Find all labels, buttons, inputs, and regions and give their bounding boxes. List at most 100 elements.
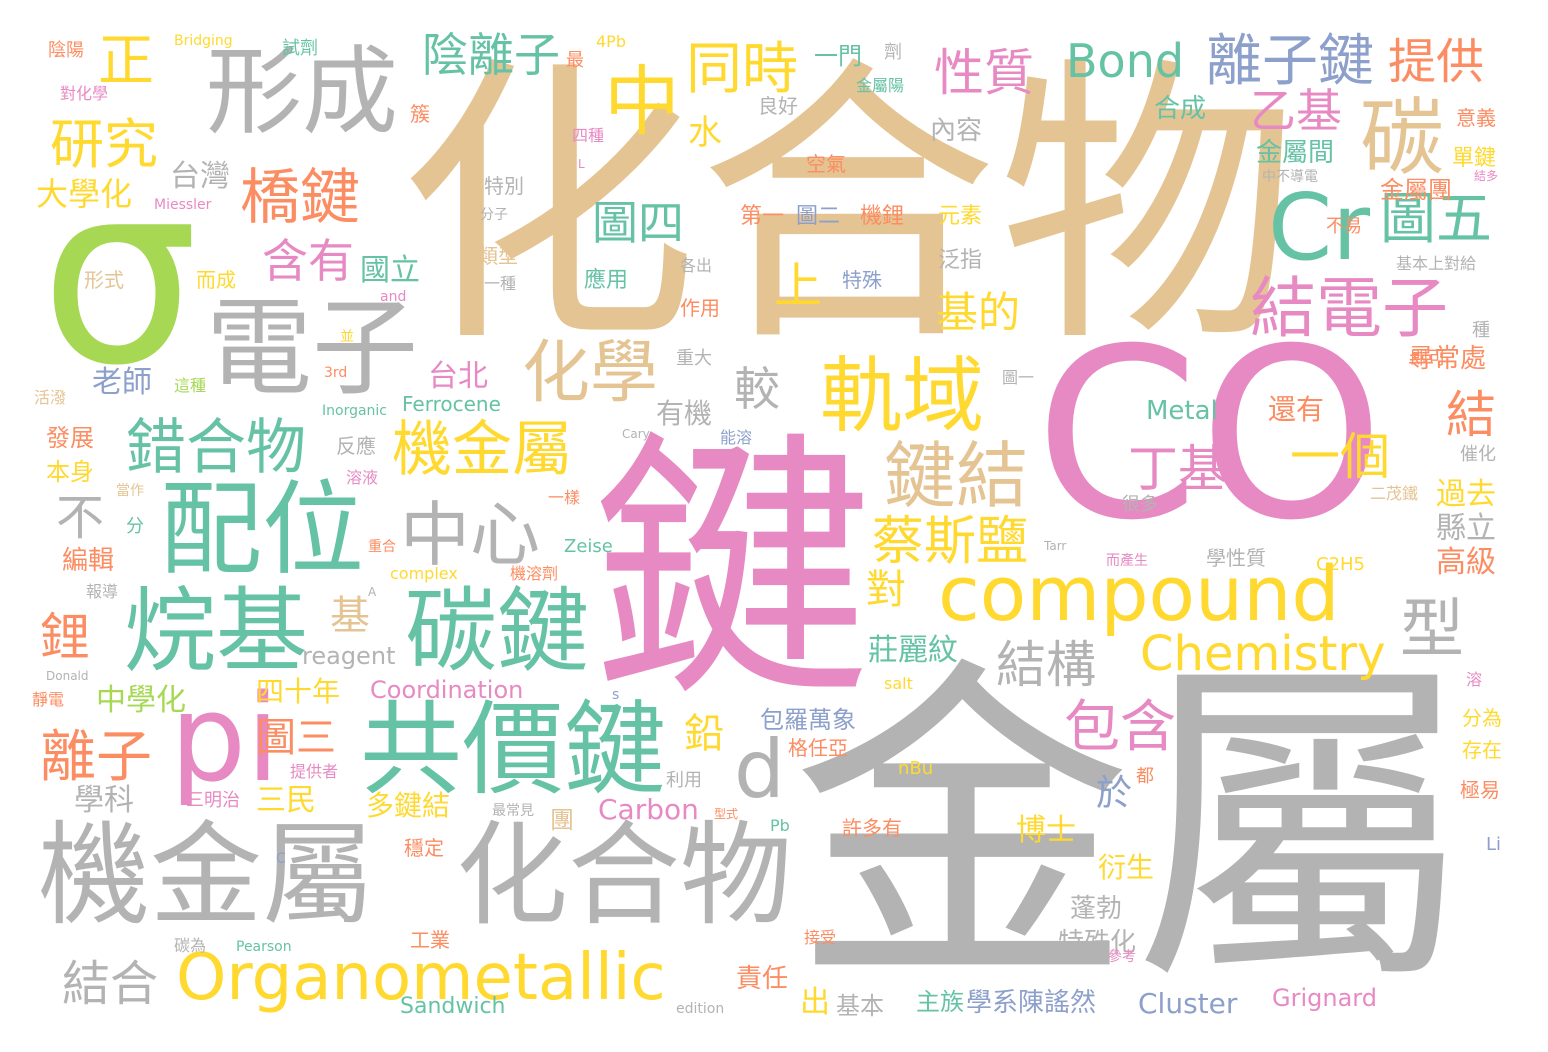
word-qian: 鉛 [684,711,724,757]
word-tigongzhe: 提供者 [290,762,339,781]
word-yu: 於 [1096,773,1133,814]
word-ji2: 劑 [884,42,902,63]
word-chonghe: 重合 [368,539,396,555]
word-jieshou: 接受 [804,928,837,947]
word-edition: edition [676,1001,725,1017]
word-dianzi: 電子 [206,287,418,410]
word-xing: 型 [1400,593,1464,667]
word-yin-xingshi: 型式 [714,807,739,821]
word-co-large: CO [1035,299,1385,572]
word-jiegou: 結構 [996,636,1096,694]
word-liyong: 利用 [666,770,702,791]
word-jian-large: 鍵 [592,409,872,735]
word-tuyi: 圖一 [1002,368,1035,387]
word-zuoyong: 作用 [680,296,720,320]
word-ersheng: 而產生 [1106,553,1148,569]
word-jie: 結 [1446,386,1496,444]
word-zuichangjian: 最常見 [492,803,534,819]
word-tebie: 特別 [484,174,524,198]
word-inorganic: Inorganic [322,403,388,419]
word-jiehe: 結合 [62,956,159,1012]
word-jianjie: 鍵結 [884,434,1029,518]
word-neirong: 內容 [930,116,983,146]
word-jili: 機鋰 [860,204,905,229]
word-xingcheng: 形成 [206,36,398,148]
word-xuduoyou: 許多有 [842,816,902,840]
word-pearson: Pearson [236,939,292,955]
word-lizijian: 離子鍵 [1206,29,1374,94]
word-sishinian: 四十年 [256,675,341,708]
word-c2h5: C2H5 [1316,554,1366,575]
word-dou: 都 [1136,766,1154,787]
word-yiyang: 一樣 [548,488,581,507]
word-duihuaxue: 對化學 [60,84,109,103]
word-pengbo: 蓬勃 [1070,894,1123,924]
word-li: 鋰 [40,608,90,666]
word-yizhong: 一種 [484,274,517,293]
word-yansheng: 衍生 [1098,851,1155,884]
word-zhongxin: 中心 [400,494,540,576]
word-jirongji: 機溶劑 [510,564,559,583]
word-shui: 水 [688,113,722,153]
word-pi: pi [170,670,280,809]
word-xingzhi: 性質 [934,44,1034,102]
word-salt: salt [884,674,913,693]
word-gongye: 工業 [410,928,450,952]
word-youji: 有機 [656,397,713,430]
word-henduo: 很多 [1122,494,1158,515]
word-miessler: Miessler [154,197,212,213]
word-taibei: 台北 [428,359,488,394]
word-tanwei: 碳為 [174,936,207,955]
word-huaxue: 化學 [522,334,659,413]
word-jijinshu-mid: 機金屬 [392,415,572,485]
word-sandwich: Sandwich [400,994,506,1019]
word-pb: Pb [770,816,790,835]
word-tuer: 圖二 [796,204,841,229]
word-d: d [734,723,785,816]
word-zui: 最 [566,50,584,71]
word-yimen: 一門 [814,42,862,70]
word-ercheng: 而成 [196,268,236,292]
word-si: 四 [1214,942,1231,961]
word-xueke: 學科 [74,783,134,818]
word-fen: 分 [126,516,144,537]
word-chu: 出 [800,985,830,1020]
word-grignard: Grignard [1272,984,1377,1012]
word-tarr: Tarr [1044,539,1067,553]
word-geranya: 格任亞 [788,736,848,760]
word-rong: 溶 [1466,670,1483,689]
word-erlongtie: 二茂鐵 [1370,484,1419,503]
word-yinyang: 陰陽 [48,40,84,61]
word-carbon: Carbon [598,793,699,826]
word-c: C [276,851,286,867]
word-liangxing: 良好 [758,94,798,118]
word-yingyong: 應用 [584,268,629,293]
word-xianli: 縣立 [1436,511,1496,546]
word-zhonghuaxue: 中學化 [96,683,186,718]
word-tan: 碳 [1360,89,1445,187]
word-jinshu-large: 金屬 [792,632,1472,1028]
word-organometallic: Organometallic [176,941,666,1015]
word-jijinshu-big: 機金屬 [38,811,374,941]
word-qiaojian: 橋鍵 [240,163,360,233]
word-jiedianzi: 結電子 [1250,270,1448,347]
word-cuihua: 催化 [1460,444,1496,465]
word-kongqi: 空氣 [806,152,846,176]
word-jinshujian: 金屬間 [1256,138,1335,168]
word-lizi: 離子 [40,725,152,790]
word-cary: Cary [622,427,650,441]
word-jingdian: 靜電 [32,690,65,709]
word-coordination: Coordination [370,676,524,704]
word-baoluowanxiang: 包羅萬象 [760,706,856,734]
word-yuansu: 元素 [938,204,983,229]
word-nbu: nBu [898,758,934,779]
word-zeren: 責任 [736,964,789,994]
word-reagent: reagent [302,642,396,670]
word-wanji: 烷基 [124,578,309,685]
word-cankao: 參考 [1108,949,1136,965]
word-fanzhi: 泛指 [938,248,983,273]
word-benshen: 本身 [46,458,94,486]
word-l: L [578,157,585,171]
word-sanmin: 三民 [256,783,316,818]
